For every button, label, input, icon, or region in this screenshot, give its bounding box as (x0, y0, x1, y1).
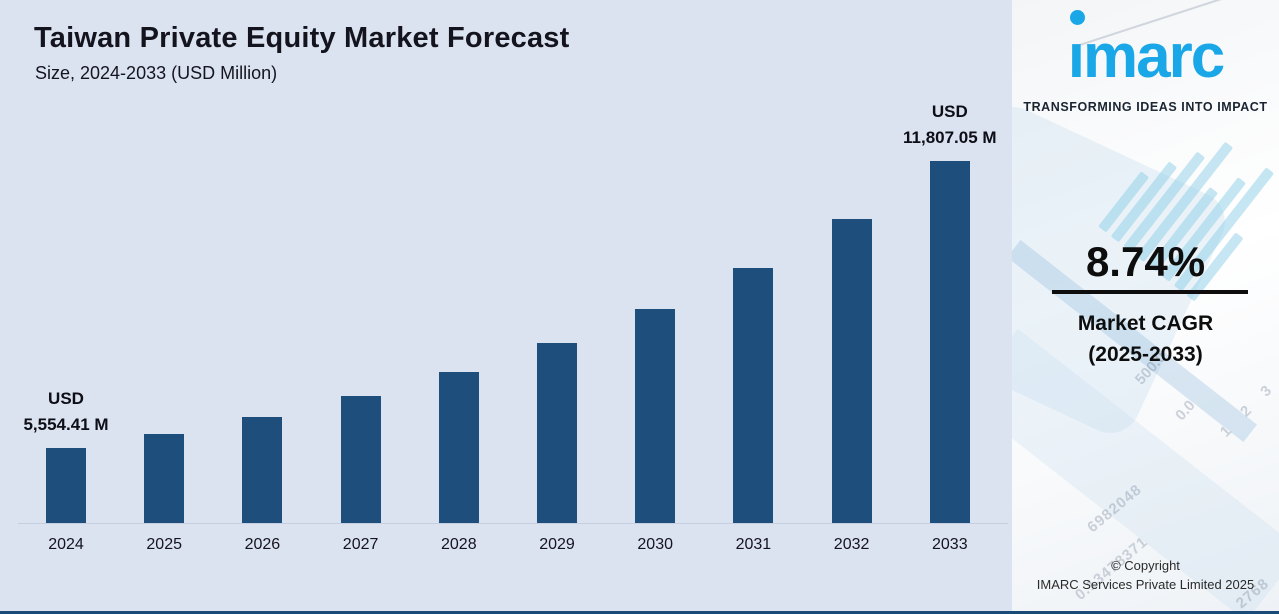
copyright-line2: IMARC Services Private Limited 2025 (1036, 577, 1255, 592)
x-tick-label-2025: 2025 (146, 536, 182, 553)
x-tick-label-2028: 2028 (441, 536, 477, 553)
x-tick-label-2024: 2024 (48, 536, 84, 553)
bar-2028 (438, 372, 479, 523)
cagr-label-line1: Market CAGR (1077, 312, 1214, 335)
x-tick-label-2027: 2027 (342, 536, 379, 553)
x-tick-label-2030: 2030 (637, 536, 673, 553)
bar-2031 (733, 267, 774, 523)
chart-section: Taiwan Private Equity Market Forecast Si… (18, 22, 1008, 553)
bar-2032 (831, 219, 872, 523)
plot-area: 2024 2025 2026 2027 2028 2029 2030 2031 2032 2033… (18, 102, 1008, 553)
chart-title: Taiwan Private Equity Market Forecast (34, 22, 570, 54)
x-tick-label-2033: 2033 (932, 536, 968, 553)
bar-2029 (537, 343, 577, 523)
copyright: © Copyright IMARC Services Private Limit… (1012, 556, 1279, 594)
watermark-number: 6982048 (1084, 480, 1146, 537)
imarc-logo: ımarc (1012, 10, 1279, 88)
bar-2024 (46, 448, 86, 523)
logo-tagline: TRANSFORMING IDEAS INTO IMPACT (1023, 100, 1268, 114)
value-label-2033: USD 11,807.05 M (903, 102, 997, 147)
cagr-label-line2: (2025-2033) (1088, 343, 1203, 366)
x-axis-line (18, 523, 1008, 524)
bottom-border-strip (0, 611, 1279, 614)
imarc-logo-i-dot (1069, 10, 1085, 25)
x-tick-label-2032: 2032 (833, 536, 870, 553)
x-tick-label-2029: 2029 (539, 536, 575, 553)
bar-2033 (929, 161, 970, 523)
bar-2025 (144, 433, 185, 523)
imarc-logo-text: ımarc (1068, 10, 1225, 88)
bar-2026 (242, 416, 283, 523)
cagr-value: 8.74% (1085, 238, 1206, 285)
chart-subtitle: Size, 2024-2033 (USD Million) (35, 63, 278, 83)
x-tick-label-2031: 2031 (735, 536, 772, 553)
value-label-2024: USD 5,554.41 M (23, 389, 109, 434)
watermark-number: 0.0 (1172, 397, 1199, 424)
cagr-divider (1052, 290, 1248, 294)
x-tick-label-2026: 2026 (244, 536, 281, 553)
cagr-label: Market CAGR (2025-2033) (1012, 308, 1279, 370)
bar-2030 (635, 308, 676, 523)
copyright-line1: © Copyright (1111, 558, 1180, 573)
bar-2027 (340, 396, 381, 523)
